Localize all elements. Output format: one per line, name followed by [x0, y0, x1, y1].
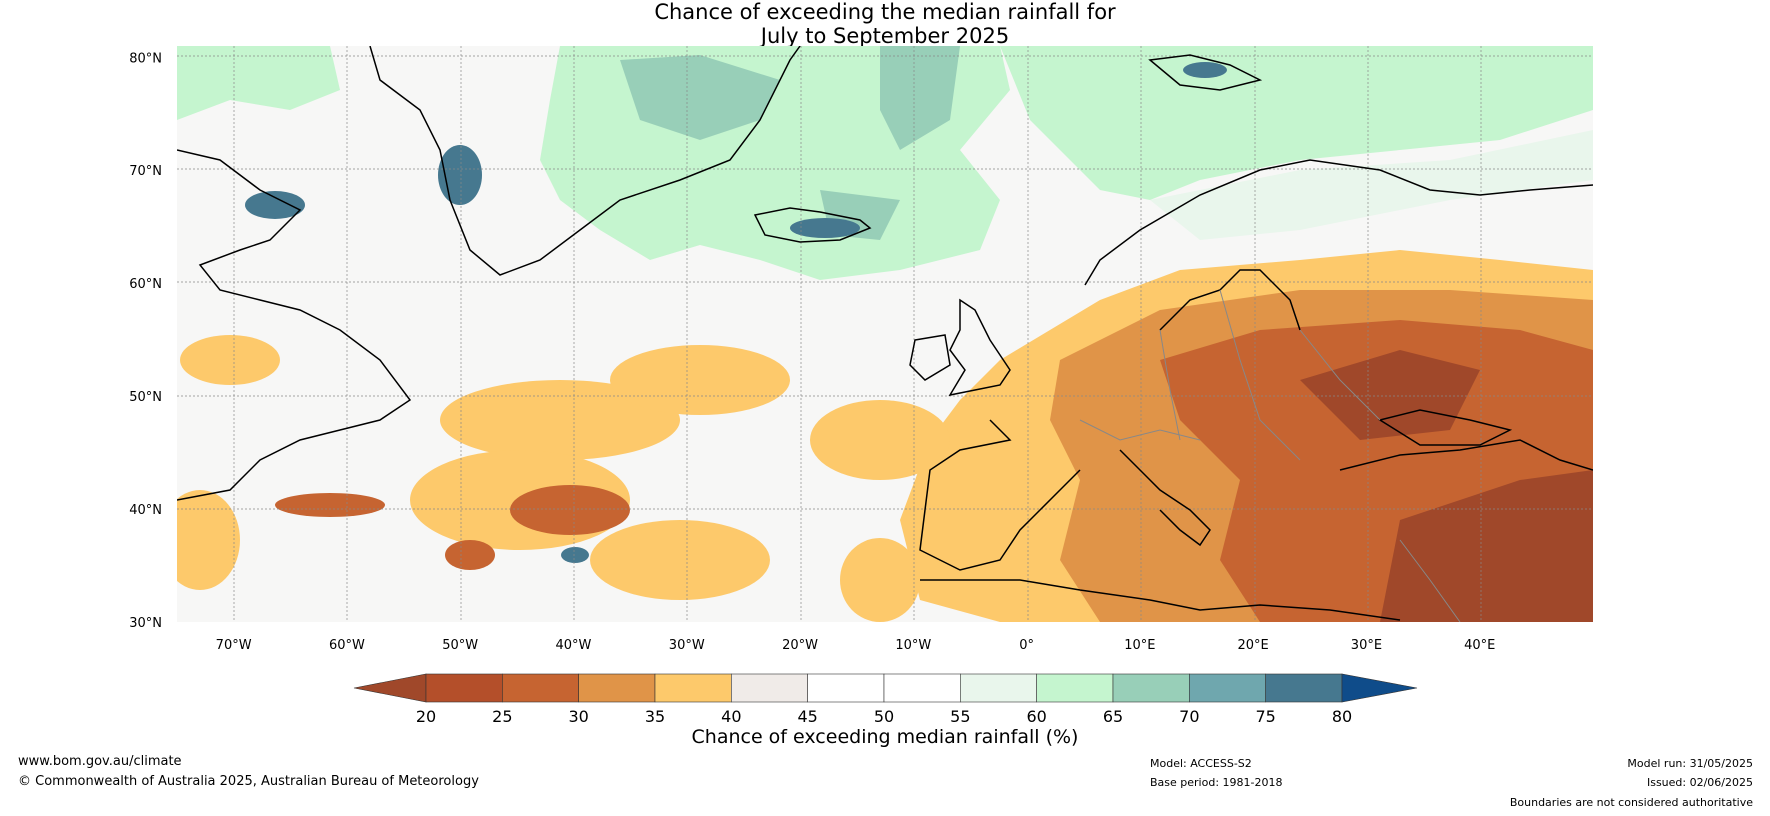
lat-label: 60°N [129, 277, 162, 292]
colorbar-tick-label: 70 [1179, 707, 1199, 726]
dry-patches-atlantic-strong [275, 485, 630, 570]
copyright-text: © Commonwealth of Australia 2025, Austra… [18, 774, 479, 789]
colorbar-tick-label: 55 [950, 707, 970, 726]
colorbar-segment [807, 673, 885, 703]
colorbar-segment [502, 673, 579, 703]
colorbar-segment [1112, 673, 1190, 703]
coastline-labrador [177, 149, 412, 501]
colorbar-segment [654, 673, 732, 703]
latitude-labels: 80°N 70°N 60°N 50°N 40°N 30°N [129, 51, 162, 631]
title-line-1: Chance of exceeding the median rainfall … [654, 0, 1116, 24]
map-field [177, 46, 1593, 622]
coastline-britain [948, 298, 1011, 397]
colorbar-tick-label: 45 [797, 707, 817, 726]
coastline-greenland [369, 46, 801, 276]
colorbar-segment [1265, 673, 1343, 703]
colorbar-extend-high [1341, 673, 1418, 703]
lon-label: 30°W [669, 638, 705, 653]
colorbar-tick-label: 60 [1026, 707, 1046, 726]
coastline-north-africa [920, 579, 1401, 621]
lon-label: 70°W [216, 638, 252, 653]
model-text: Model: ACCESS-S2 [1150, 757, 1252, 770]
coastline-svalbard [1148, 54, 1263, 91]
dry-anomaly-europe-extreme [1300, 350, 1593, 622]
colorbar-segments [353, 673, 1418, 703]
colorbar-segment [578, 673, 656, 703]
colorbar-tick-label: 50 [874, 707, 894, 726]
colorbar-caption: Chance of exceeding median rainfall (%) [691, 726, 1079, 748]
lon-label: 30°E [1351, 638, 1382, 653]
country-borders [1079, 289, 1461, 622]
lon-label: 10°W [895, 638, 931, 653]
lat-label: 80°N [129, 51, 162, 66]
coastline-scandinavia [1084, 159, 1593, 286]
colorbar-tick-label: 20 [416, 707, 436, 726]
green-anomaly-west [177, 46, 340, 120]
model-run-text: Model run: 31/05/2025 [1627, 757, 1753, 770]
lon-label: 50°W [442, 638, 478, 653]
colorbar-tick-label: 75 [1255, 707, 1275, 726]
map-title: Chance of exceeding the median rainfall … [0, 0, 1770, 48]
lon-label: 20°E [1238, 638, 1269, 653]
coastline-ireland [909, 334, 951, 381]
blue-spots [245, 62, 1227, 563]
colorbar-tick-label: 25 [492, 707, 512, 726]
teal-anomaly-north-atlantic [620, 46, 960, 240]
pale-green-arctic [1150, 130, 1593, 240]
lon-label: 40°E [1464, 638, 1495, 653]
lat-label: 50°N [129, 390, 162, 405]
coastlines [177, 46, 1593, 621]
colorbar-tick-label: 35 [645, 707, 665, 726]
coastline-black-sea [1378, 409, 1513, 446]
website-link[interactable]: www.bom.gov.au/climate [18, 754, 182, 769]
disclaimer-text: Boundaries are not considered authoritat… [1509, 796, 1753, 809]
coastline-baltic [1159, 269, 1301, 331]
colorbar-segment [731, 673, 808, 703]
graticule [177, 46, 1593, 622]
colorbar-tick-label: 30 [568, 707, 588, 726]
lon-label: 40°W [556, 638, 592, 653]
lon-label: 0° [1019, 638, 1034, 653]
lat-label: 30°N [129, 616, 162, 631]
colorbar-tick-labels: 20 25 30 35 40 45 50 55 60 65 70 75 80 [416, 707, 1352, 726]
colorbar-extend-low [353, 673, 427, 703]
base-period-text: Base period: 1981-2018 [1150, 776, 1283, 789]
colorbar-tick-label: 65 [1103, 707, 1123, 726]
coastline-iberia [919, 419, 1081, 571]
green-anomaly-arctic [1000, 46, 1593, 200]
coastline-italy [1119, 449, 1211, 547]
colorbar-segment [1036, 673, 1114, 703]
longitude-labels: 70°W 60°W 50°W 40°W 30°W 20°W 10°W 0° 10°E 20°E 30… [216, 638, 1496, 653]
lon-label: 20°W [782, 638, 818, 653]
colorbar-segment [1189, 673, 1266, 703]
issued-text: Issued: 02/06/2025 [1646, 776, 1753, 789]
colorbar-segment [883, 673, 961, 703]
title-line-2: July to September 2025 [760, 24, 1010, 48]
colorbar-segment [960, 673, 1037, 703]
lat-label: 40°N [129, 503, 162, 518]
colorbar-tick-label: 40 [721, 707, 741, 726]
coastline-turkey [1339, 439, 1593, 471]
colorbar-tick-label: 80 [1332, 707, 1352, 726]
lon-label: 10°E [1124, 638, 1155, 653]
coastline-iceland [753, 207, 872, 243]
lon-label: 60°W [329, 638, 365, 653]
colorbar-segment [425, 673, 503, 703]
lat-label: 70°N [129, 164, 162, 179]
